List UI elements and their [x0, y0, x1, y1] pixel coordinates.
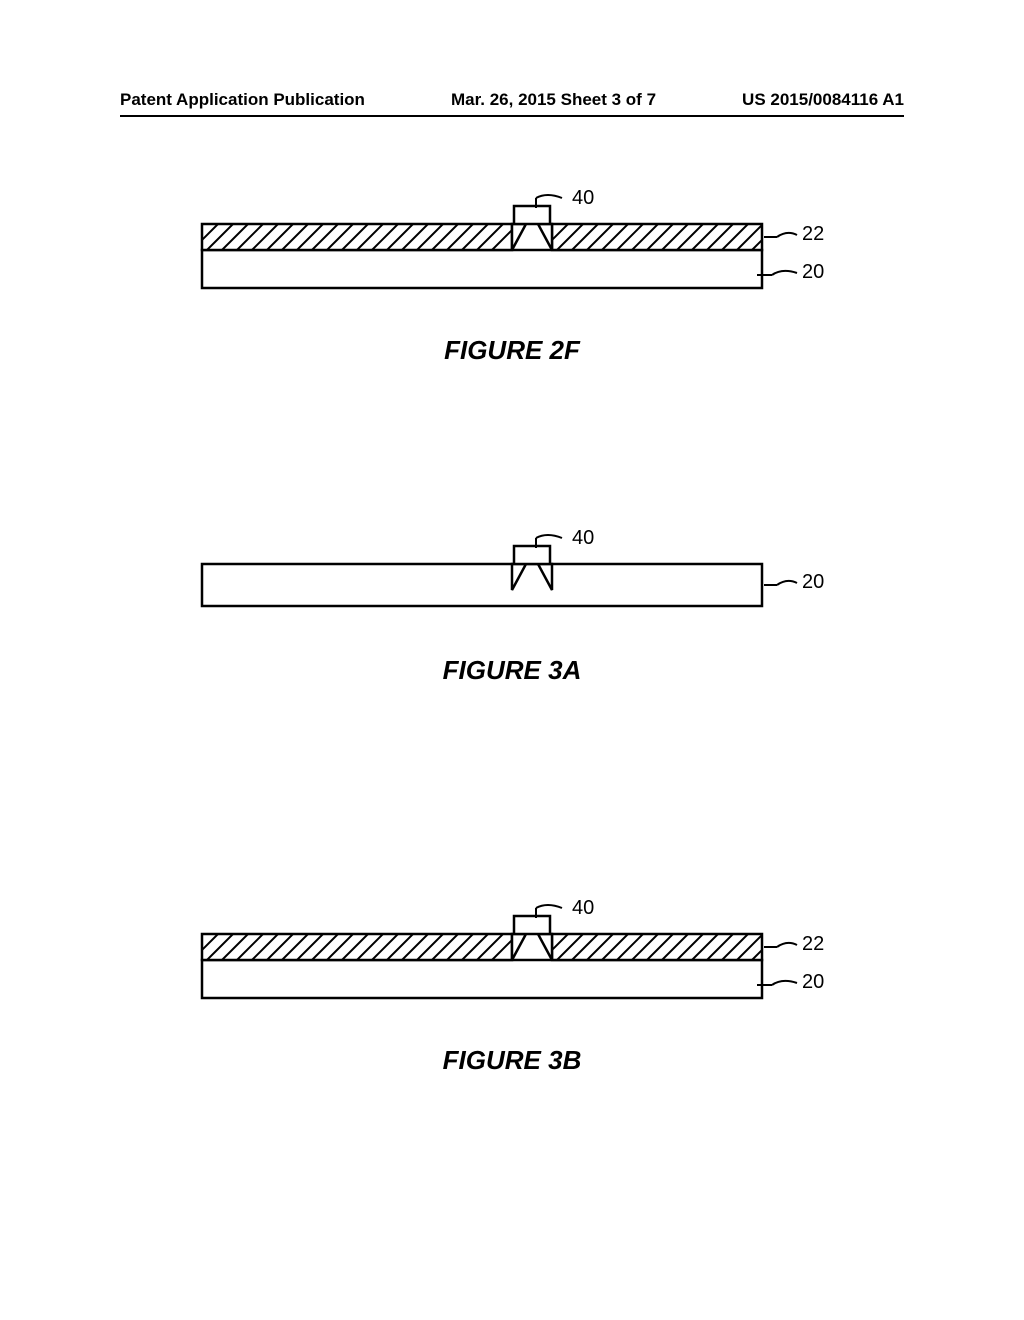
- ref-40: 40: [572, 187, 594, 209]
- header-center: Mar. 26, 2015 Sheet 3 of 7: [451, 90, 656, 110]
- ref-20: 20: [802, 971, 824, 993]
- header-left: Patent Application Publication: [120, 90, 365, 110]
- ref-20: 20: [802, 571, 824, 593]
- ref-40: 40: [572, 527, 594, 549]
- ref-20: 20: [802, 261, 824, 283]
- header: Patent Application Publication Mar. 26, …: [0, 90, 1024, 110]
- figure-2f-container: 40 22 20 FIGURE 2F: [152, 180, 872, 366]
- ref-40: 40: [572, 897, 594, 919]
- ref-22: 22: [802, 223, 824, 245]
- figure-3a-container: 40 20 FIGURE 3A: [152, 520, 872, 686]
- figure-2f-label: FIGURE 2F: [152, 335, 872, 366]
- figure-3b-container: 40 22 20 FIGURE 3B: [152, 890, 872, 1076]
- figure-2f-svg: 40 22 20: [152, 180, 872, 300]
- figure-3a-svg: 40 20: [152, 520, 872, 620]
- figure-3b-label: FIGURE 3B: [152, 1045, 872, 1076]
- figure-3a-label: FIGURE 3A: [152, 655, 872, 686]
- header-divider: [120, 115, 904, 117]
- ref-22: 22: [802, 933, 824, 955]
- header-right: US 2015/0084116 A1: [742, 90, 904, 110]
- figure-3b-svg: 40 22 20: [152, 890, 872, 1010]
